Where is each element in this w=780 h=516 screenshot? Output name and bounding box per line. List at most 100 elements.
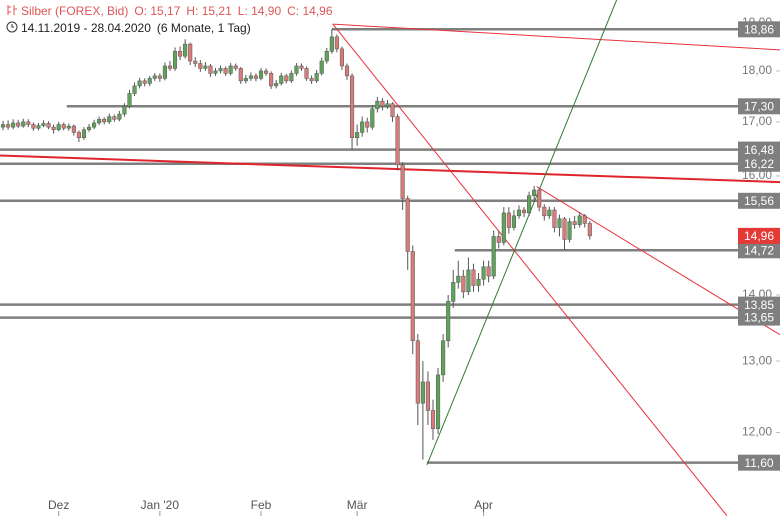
- level-tag: [738, 155, 780, 172]
- candle-body: [152, 75, 157, 79]
- candle-body: [162, 65, 167, 79]
- candle-body: [562, 218, 567, 240]
- candle-body: [577, 215, 582, 225]
- candle-body: [552, 209, 557, 228]
- candle-body: [456, 275, 461, 283]
- candle-body: [213, 70, 218, 74]
- candle-body: [208, 65, 213, 74]
- candle-body: [294, 65, 299, 74]
- ohlc: H: 15,21: [186, 4, 232, 18]
- candle-body: [132, 85, 137, 94]
- candle-body: [420, 381, 425, 404]
- candle-body: [410, 251, 415, 341]
- candle-body: [253, 75, 259, 79]
- candle-body: [466, 269, 471, 293]
- level-tag: [738, 141, 780, 158]
- candle-body: [228, 65, 233, 74]
- candle-body: [21, 121, 26, 127]
- candle-body: [471, 269, 476, 286]
- candle-body: [178, 51, 183, 57]
- candle-body: [329, 36, 334, 52]
- icon: [7, 5, 17, 15]
- candle-body: [567, 221, 572, 240]
- candle-body: [97, 119, 102, 124]
- candle-body: [476, 278, 481, 286]
- candle-body: [117, 113, 122, 120]
- x-tick-label: Jan '20: [141, 498, 180, 512]
- level-tag-label: 14,72: [744, 243, 774, 257]
- level-tag: [738, 296, 780, 313]
- candle-body: [587, 223, 592, 237]
- subtitle: 14.11.2019 - 28.04.2020: [21, 21, 151, 35]
- candle-body: [203, 65, 208, 69]
- candle-body: [370, 108, 375, 128]
- level-tag-label: 15,56: [744, 194, 774, 208]
- candle-body: [26, 121, 31, 125]
- candle-body: [218, 68, 223, 72]
- candle-body: [496, 236, 501, 243]
- y-tick-label: 17,00: [742, 114, 772, 128]
- period: (6 Monate, 1 Tag): [156, 21, 251, 35]
- candle-body: [264, 70, 269, 74]
- candle-body: [198, 63, 203, 69]
- candle-body: [461, 275, 466, 293]
- candle-body: [405, 198, 410, 252]
- candle-body: [547, 209, 552, 217]
- candle-body: [269, 73, 274, 87]
- level-tag-label: 16,22: [744, 157, 774, 171]
- candle-body: [441, 340, 446, 376]
- candle-body: [137, 80, 142, 87]
- x-tick-label: Mär: [347, 498, 368, 512]
- candle-body: [395, 116, 400, 166]
- candle-body: [56, 124, 61, 131]
- candle-body: [375, 100, 380, 110]
- candle-body: [309, 78, 314, 82]
- candle-body: [481, 266, 486, 280]
- candle-body: [279, 75, 284, 84]
- candle-body: [425, 381, 430, 411]
- candle-body: [360, 121, 365, 133]
- candle-body: [36, 125, 41, 129]
- candle-body: [430, 410, 436, 429]
- candle-body: [451, 282, 456, 302]
- x-tick-label: Apr: [474, 498, 493, 512]
- candle-body: [446, 301, 451, 341]
- candle-body: [71, 125, 76, 133]
- candle-body: [516, 209, 522, 217]
- candle-body: [557, 218, 562, 228]
- candle-body: [582, 215, 587, 224]
- candle-body: [334, 36, 339, 50]
- trend-line: [0, 154, 780, 184]
- candle-body: [147, 78, 152, 84]
- candle-body: [188, 43, 193, 62]
- level-tag: [738, 309, 780, 326]
- candle-body: [122, 106, 127, 115]
- candle-body: [92, 122, 97, 128]
- candle-body: [274, 83, 279, 87]
- level-tag-label: 16,48: [744, 143, 774, 157]
- candle-body: [355, 132, 360, 139]
- candle-body: [102, 119, 107, 123]
- candle-body: [243, 78, 248, 82]
- candle-body: [127, 93, 132, 107]
- candle-body: [486, 266, 491, 277]
- level-tag-label: 13,65: [744, 311, 774, 325]
- level-tag-label: 11,60: [744, 456, 773, 470]
- candle-body: [284, 75, 289, 82]
- candle-body: [193, 60, 198, 64]
- candle-body: [314, 73, 319, 82]
- candle-body: [380, 100, 385, 107]
- y-tick-label: 12,00: [742, 425, 772, 439]
- level-tag: [738, 454, 780, 471]
- title: Silber (FOREX, Bid): [21, 4, 129, 18]
- y-tick-label: 13,00: [742, 353, 772, 367]
- candle-body: [537, 189, 542, 208]
- candle-body: [41, 123, 46, 126]
- candle-body: [51, 126, 56, 131]
- last-price-label: 14,96: [744, 229, 774, 243]
- candle-body: [86, 126, 92, 131]
- candle-body: [400, 164, 405, 199]
- candle-body: [81, 129, 87, 139]
- candle-body: [436, 374, 441, 429]
